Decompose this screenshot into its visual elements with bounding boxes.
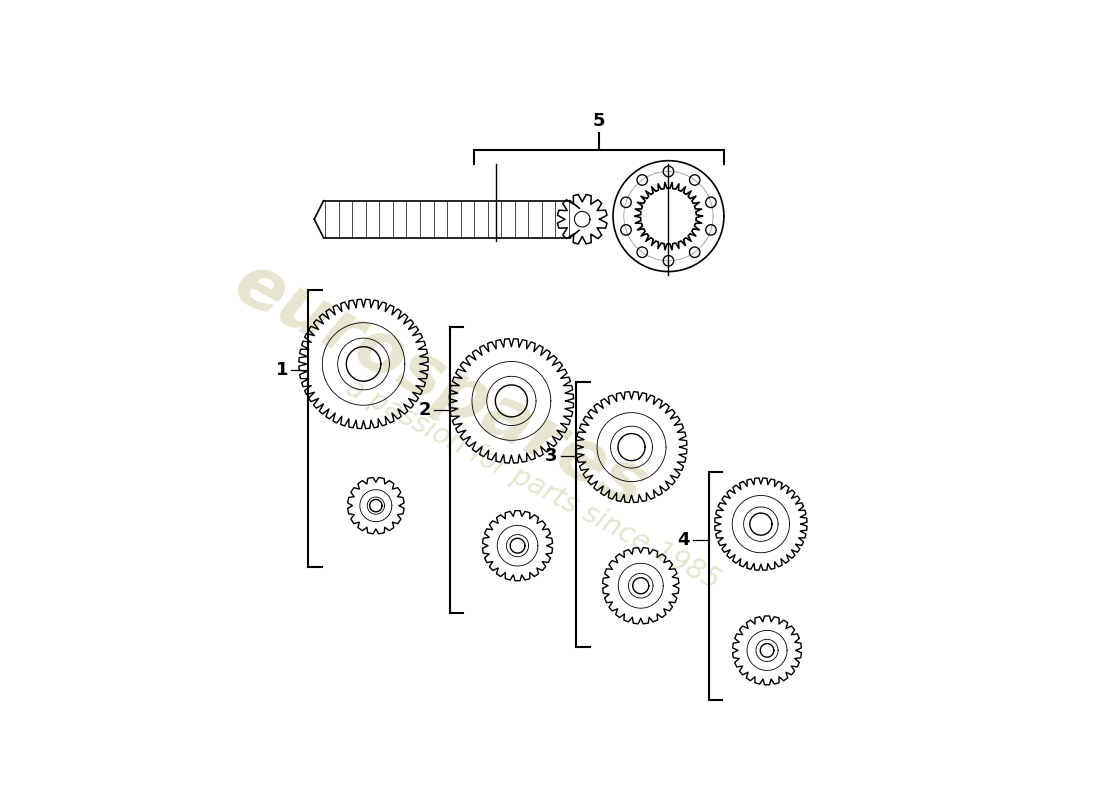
Text: 2: 2 xyxy=(419,401,431,419)
Text: 4: 4 xyxy=(678,530,690,549)
Text: a passion for parts since 1985: a passion for parts since 1985 xyxy=(341,374,725,595)
Text: 5: 5 xyxy=(593,112,605,130)
Text: 1: 1 xyxy=(276,361,288,379)
Text: eurospares: eurospares xyxy=(222,248,659,523)
Text: 3: 3 xyxy=(546,447,558,466)
